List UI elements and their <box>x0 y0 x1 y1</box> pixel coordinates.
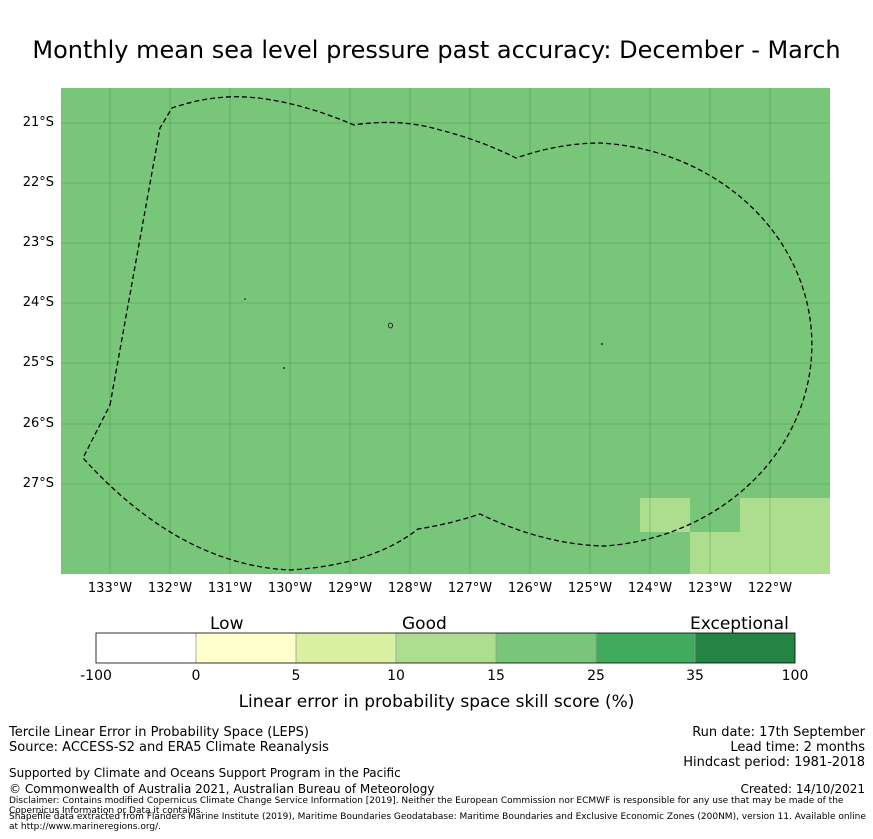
lon-label: 131°W <box>207 581 253 596</box>
lon-label: 124°W <box>627 581 673 596</box>
lon-label: 127°W <box>447 581 493 596</box>
island-marker <box>283 367 285 369</box>
page-title: Monthly mean sea level pressure past acc… <box>32 36 841 64</box>
colorbar <box>95 632 796 664</box>
lat-label: 27°S <box>22 476 54 491</box>
lat-label: 22°S <box>22 175 54 190</box>
lead-time: Lead time: 2 months <box>730 740 865 755</box>
skill-patch <box>740 498 830 532</box>
legend-category-low: Low <box>210 614 244 634</box>
shapefile-credit: Shapefile data extracted from Flanders M… <box>9 812 866 832</box>
colorbar-tick: 15 <box>487 668 505 684</box>
colorbar-tick: 35 <box>686 668 704 684</box>
colorbar-tick: 100 <box>781 668 809 684</box>
lon-label: 132°W <box>147 581 193 596</box>
colorbar-tick: -100 <box>80 668 112 684</box>
hindcast-period: Hindcast period: 1981-2018 <box>683 755 865 770</box>
eez-boundary <box>82 96 813 571</box>
island-marker <box>601 343 603 345</box>
colorbar-segment <box>396 633 496 663</box>
source-text: Source: ACCESS-S2 and ERA5 Climate Reana… <box>9 740 329 755</box>
colorbar-segment <box>296 633 396 663</box>
colorbar-segment <box>496 633 596 663</box>
island-marker <box>244 298 246 300</box>
skill-patch <box>690 532 830 574</box>
colorbar-segment <box>96 633 196 663</box>
colorbar-tick: 10 <box>387 668 405 684</box>
legend-category-exceptional: Exceptional <box>690 614 789 634</box>
lat-label: 23°S <box>22 235 54 250</box>
colorbar-segment <box>695 633 795 663</box>
colorbar-segment <box>196 633 296 663</box>
colorbar-tick: 5 <box>291 668 301 684</box>
colorbar-label: Linear error in probability space skill … <box>238 692 635 712</box>
skill-patch <box>640 498 690 532</box>
lon-label: 126°W <box>507 581 553 596</box>
colorbar-tick: 0 <box>191 668 201 684</box>
lat-label: 24°S <box>22 295 54 310</box>
method-text: Tercile Linear Error in Probability Spac… <box>9 725 309 740</box>
gridlines <box>61 88 830 574</box>
lon-label: 123°W <box>687 581 733 596</box>
lon-label: 122°W <box>747 581 793 596</box>
copyright: © Commonwealth of Australia 2021, Austra… <box>9 782 435 796</box>
lon-label: 128°W <box>387 581 433 596</box>
island-marker <box>388 322 393 329</box>
lon-label: 125°W <box>567 581 613 596</box>
disclaimer: Disclaimer: Contains modified Copernicus… <box>9 796 844 816</box>
lat-label: 26°S <box>22 416 54 431</box>
legend-category-good: Good <box>402 614 447 634</box>
run-date: Run date: 17th September <box>692 725 865 740</box>
lon-label: 133°W <box>87 581 133 596</box>
lat-label: 21°S <box>22 115 54 130</box>
map-background <box>61 88 830 574</box>
colorbar-tick: 25 <box>587 668 605 684</box>
supported-by: Supported by Climate and Oceans Support … <box>9 766 401 780</box>
colorbar-segment <box>596 633 695 663</box>
created-date: Created: 14/10/2021 <box>740 782 865 796</box>
lon-label: 130°W <box>267 581 313 596</box>
lat-label: 25°S <box>22 355 54 370</box>
lon-label: 129°W <box>327 581 373 596</box>
